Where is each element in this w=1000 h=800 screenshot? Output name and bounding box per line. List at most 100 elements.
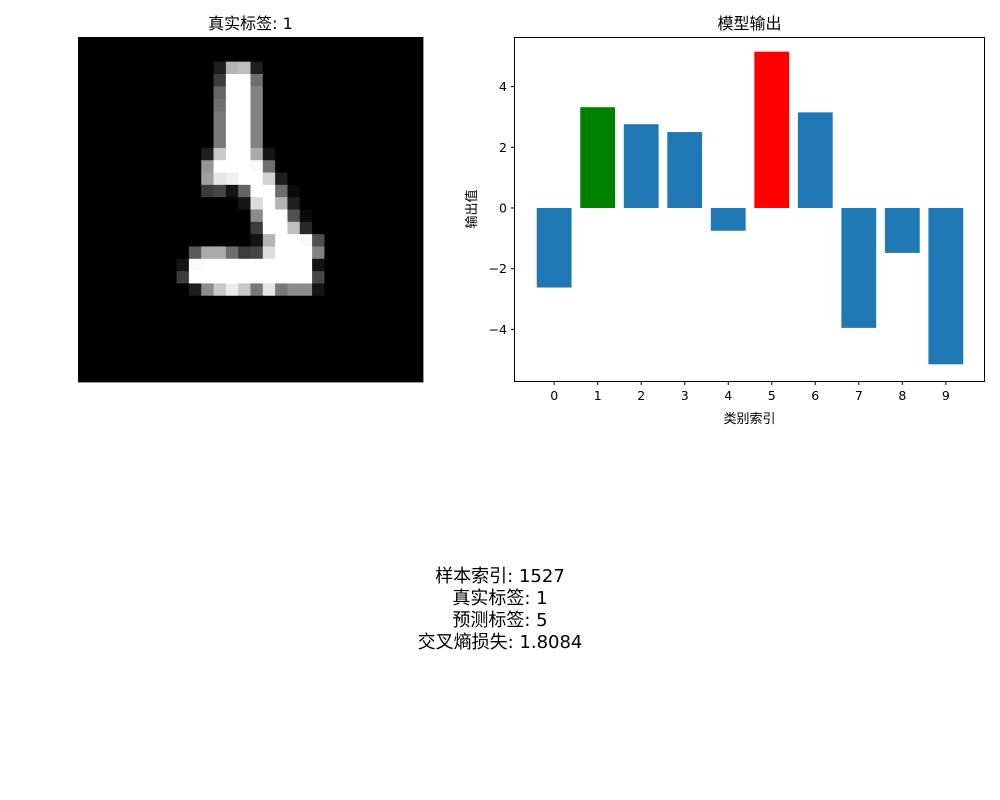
pixel: [127, 61, 141, 75]
pixel: [275, 197, 288, 210]
pixel: [188, 61, 202, 75]
y-tick-label: −4: [489, 322, 507, 337]
pixel: [262, 61, 276, 75]
pixel: [213, 49, 227, 63]
x-tick-label: 7: [855, 388, 863, 403]
pixel: [373, 308, 387, 321]
pixel: [151, 369, 165, 383]
pixel: [250, 147, 264, 161]
pixel: [139, 197, 153, 210]
x-tick-label: 5: [768, 388, 776, 403]
pixel: [90, 147, 104, 161]
pixel: [213, 221, 227, 235]
pixel: [386, 184, 399, 198]
pixel: [410, 135, 424, 149]
pixel: [386, 320, 399, 334]
pixel: [201, 49, 214, 63]
pixel: [386, 357, 399, 371]
pixel: [176, 37, 190, 50]
pixel: [361, 234, 375, 247]
pixel: [238, 308, 251, 321]
pixel: [127, 147, 141, 161]
pixel: [262, 357, 276, 371]
pixel: [151, 37, 165, 50]
pixel: [164, 73, 177, 87]
pixel: [324, 110, 338, 124]
pixel: [176, 246, 190, 260]
pixel: [151, 258, 165, 272]
pixel: [151, 135, 165, 149]
pixel: [188, 135, 202, 149]
pixel: [336, 369, 350, 383]
pixel: [213, 135, 227, 149]
pixel: [188, 172, 202, 186]
pixel: [139, 234, 153, 247]
pixel: [90, 160, 104, 173]
pixel: [176, 147, 190, 161]
pixel: [139, 209, 153, 223]
pixel: [349, 258, 362, 272]
pixel: [410, 86, 424, 100]
x-tick-label: 2: [637, 388, 645, 403]
pixel: [225, 295, 239, 309]
pixel: [349, 110, 362, 124]
pixel: [176, 123, 190, 136]
pixel: [275, 98, 288, 112]
pixel: [201, 221, 214, 235]
pixel: [164, 110, 177, 124]
pixel: [90, 369, 104, 383]
pixel: [398, 37, 412, 50]
pixel: [262, 308, 276, 321]
pixel: [139, 332, 153, 346]
pixel: [410, 221, 424, 235]
pixel: [324, 135, 338, 149]
pixel: [176, 73, 190, 87]
pixel: [324, 234, 338, 247]
pixel: [275, 184, 288, 198]
pixel: [139, 172, 153, 186]
pixel: [225, 98, 239, 112]
pixel: [188, 332, 202, 346]
pixel: [250, 37, 264, 50]
pixel: [201, 246, 214, 260]
pixel: [201, 320, 214, 334]
pixel: [139, 49, 153, 63]
pixel: [398, 160, 412, 173]
pixel: [164, 37, 177, 50]
pixel: [336, 110, 350, 124]
pixel: [373, 246, 387, 260]
pixel: [164, 49, 177, 63]
pixel: [102, 135, 116, 149]
pixel: [361, 221, 375, 235]
pixel: [349, 73, 362, 87]
pixel: [275, 357, 288, 371]
pixel: [349, 172, 362, 186]
pixel: [324, 98, 338, 112]
pixel: [398, 320, 412, 334]
pixel: [299, 184, 313, 198]
pixel: [188, 258, 202, 272]
pixel: [139, 295, 153, 309]
pixel: [78, 184, 91, 198]
pixel: [349, 234, 362, 247]
pixel: [262, 246, 276, 260]
pixel: [262, 369, 276, 383]
pixel: [151, 172, 165, 186]
pixel: [127, 135, 141, 149]
digit-image: [78, 37, 424, 383]
pixel: [361, 357, 375, 371]
pixel: [287, 172, 301, 186]
pixel: [250, 369, 264, 383]
pixel: [299, 98, 313, 112]
pixel: [164, 283, 177, 297]
pixel: [373, 37, 387, 50]
pixel: [139, 86, 153, 100]
pixel: [349, 295, 362, 309]
pixel: [349, 369, 362, 383]
pixel: [114, 123, 128, 136]
pixel: [275, 295, 288, 309]
pixel: [299, 234, 313, 247]
pixel: [349, 320, 362, 334]
pixel: [151, 147, 165, 161]
pixel: [102, 209, 116, 223]
